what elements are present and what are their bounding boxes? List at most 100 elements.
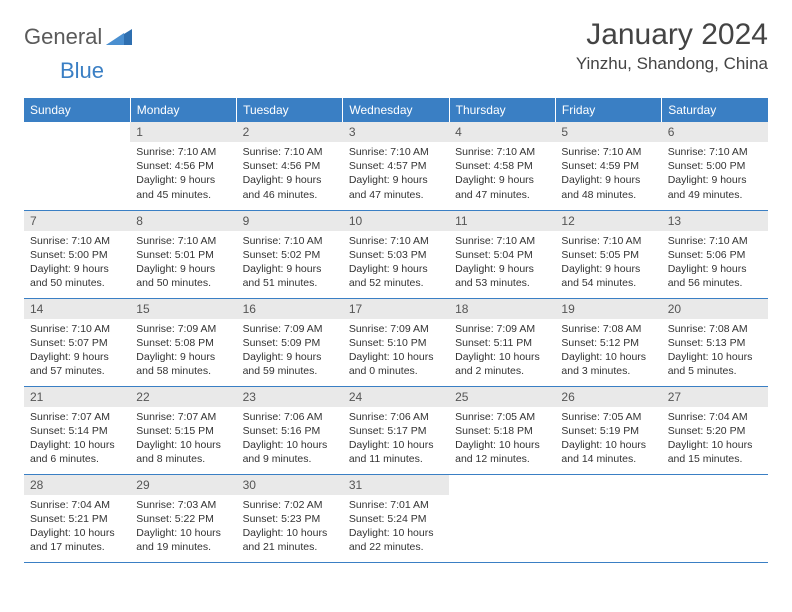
day-details: Sunrise: 7:10 AMSunset: 4:58 PMDaylight:… (449, 142, 555, 206)
calendar-day-cell: 17Sunrise: 7:09 AMSunset: 5:10 PMDayligh… (343, 298, 449, 386)
calendar-day-cell: 24Sunrise: 7:06 AMSunset: 5:17 PMDayligh… (343, 386, 449, 474)
day-number: 13 (662, 211, 768, 231)
calendar-day-cell: 19Sunrise: 7:08 AMSunset: 5:12 PMDayligh… (555, 298, 661, 386)
calendar-day-cell: 7Sunrise: 7:10 AMSunset: 5:00 PMDaylight… (24, 210, 130, 298)
calendar-week-row: 1Sunrise: 7:10 AMSunset: 4:56 PMDaylight… (24, 122, 768, 210)
day-number: 12 (555, 211, 661, 231)
day-details: Sunrise: 7:10 AMSunset: 4:57 PMDaylight:… (343, 142, 449, 206)
calendar-day-cell: 6Sunrise: 7:10 AMSunset: 5:00 PMDaylight… (662, 122, 768, 210)
calendar-day-cell: 28Sunrise: 7:04 AMSunset: 5:21 PMDayligh… (24, 474, 130, 562)
logo-text-general: General (24, 24, 102, 50)
day-details: Sunrise: 7:06 AMSunset: 5:16 PMDaylight:… (237, 407, 343, 471)
calendar-day-cell: 3Sunrise: 7:10 AMSunset: 4:57 PMDaylight… (343, 122, 449, 210)
day-details: Sunrise: 7:05 AMSunset: 5:18 PMDaylight:… (449, 407, 555, 471)
day-details: Sunrise: 7:10 AMSunset: 4:56 PMDaylight:… (237, 142, 343, 206)
day-details: Sunrise: 7:10 AMSunset: 5:06 PMDaylight:… (662, 231, 768, 295)
day-number: 19 (555, 299, 661, 319)
day-number: 21 (24, 387, 130, 407)
weekday-header: Thursday (449, 98, 555, 122)
day-details: Sunrise: 7:08 AMSunset: 5:12 PMDaylight:… (555, 319, 661, 383)
day-number: 20 (662, 299, 768, 319)
calendar-day-cell: 4Sunrise: 7:10 AMSunset: 4:58 PMDaylight… (449, 122, 555, 210)
day-details: Sunrise: 7:10 AMSunset: 5:00 PMDaylight:… (24, 231, 130, 295)
day-number: 7 (24, 211, 130, 231)
day-number: 30 (237, 475, 343, 495)
day-number: 16 (237, 299, 343, 319)
day-details: Sunrise: 7:10 AMSunset: 5:00 PMDaylight:… (662, 142, 768, 206)
calendar-day-cell: 26Sunrise: 7:05 AMSunset: 5:19 PMDayligh… (555, 386, 661, 474)
day-number: 11 (449, 211, 555, 231)
logo: General (24, 18, 134, 50)
calendar-day-cell: 8Sunrise: 7:10 AMSunset: 5:01 PMDaylight… (130, 210, 236, 298)
day-number: 28 (24, 475, 130, 495)
day-number: 22 (130, 387, 236, 407)
day-details: Sunrise: 7:09 AMSunset: 5:09 PMDaylight:… (237, 319, 343, 383)
calendar-day-cell: 12Sunrise: 7:10 AMSunset: 5:05 PMDayligh… (555, 210, 661, 298)
calendar-day-cell: 2Sunrise: 7:10 AMSunset: 4:56 PMDaylight… (237, 122, 343, 210)
weekday-header-row: SundayMondayTuesdayWednesdayThursdayFrid… (24, 98, 768, 122)
day-number: 5 (555, 122, 661, 142)
day-number: 27 (662, 387, 768, 407)
day-details: Sunrise: 7:03 AMSunset: 5:22 PMDaylight:… (130, 495, 236, 559)
calendar-week-row: 7Sunrise: 7:10 AMSunset: 5:00 PMDaylight… (24, 210, 768, 298)
calendar-day-cell: 23Sunrise: 7:06 AMSunset: 5:16 PMDayligh… (237, 386, 343, 474)
day-details: Sunrise: 7:05 AMSunset: 5:19 PMDaylight:… (555, 407, 661, 471)
calendar-week-row: 14Sunrise: 7:10 AMSunset: 5:07 PMDayligh… (24, 298, 768, 386)
calendar-day-cell: 30Sunrise: 7:02 AMSunset: 5:23 PMDayligh… (237, 474, 343, 562)
calendar-day-cell: 29Sunrise: 7:03 AMSunset: 5:22 PMDayligh… (130, 474, 236, 562)
calendar-day-cell (555, 474, 661, 562)
day-number: 24 (343, 387, 449, 407)
calendar-day-cell: 16Sunrise: 7:09 AMSunset: 5:09 PMDayligh… (237, 298, 343, 386)
day-number: 6 (662, 122, 768, 142)
calendar-day-cell: 20Sunrise: 7:08 AMSunset: 5:13 PMDayligh… (662, 298, 768, 386)
calendar-day-cell: 14Sunrise: 7:10 AMSunset: 5:07 PMDayligh… (24, 298, 130, 386)
day-number: 17 (343, 299, 449, 319)
day-details: Sunrise: 7:09 AMSunset: 5:11 PMDaylight:… (449, 319, 555, 383)
day-details: Sunrise: 7:02 AMSunset: 5:23 PMDaylight:… (237, 495, 343, 559)
day-number: 18 (449, 299, 555, 319)
day-number: 2 (237, 122, 343, 142)
calendar-day-cell: 22Sunrise: 7:07 AMSunset: 5:15 PMDayligh… (130, 386, 236, 474)
day-details: Sunrise: 7:04 AMSunset: 5:20 PMDaylight:… (662, 407, 768, 471)
page-title: January 2024 (576, 18, 768, 52)
calendar-day-cell: 1Sunrise: 7:10 AMSunset: 4:56 PMDaylight… (130, 122, 236, 210)
calendar-day-cell (449, 474, 555, 562)
day-details: Sunrise: 7:10 AMSunset: 4:56 PMDaylight:… (130, 142, 236, 206)
logo-triangle-icon (106, 25, 132, 50)
calendar-day-cell: 31Sunrise: 7:01 AMSunset: 5:24 PMDayligh… (343, 474, 449, 562)
day-details: Sunrise: 7:08 AMSunset: 5:13 PMDaylight:… (662, 319, 768, 383)
calendar-day-cell: 13Sunrise: 7:10 AMSunset: 5:06 PMDayligh… (662, 210, 768, 298)
weekday-header: Wednesday (343, 98, 449, 122)
day-number: 23 (237, 387, 343, 407)
day-details: Sunrise: 7:10 AMSunset: 5:01 PMDaylight:… (130, 231, 236, 295)
weekday-header: Saturday (662, 98, 768, 122)
day-details: Sunrise: 7:10 AMSunset: 5:02 PMDaylight:… (237, 231, 343, 295)
calendar-day-cell: 27Sunrise: 7:04 AMSunset: 5:20 PMDayligh… (662, 386, 768, 474)
day-number: 4 (449, 122, 555, 142)
day-details: Sunrise: 7:10 AMSunset: 5:04 PMDaylight:… (449, 231, 555, 295)
calendar-week-row: 21Sunrise: 7:07 AMSunset: 5:14 PMDayligh… (24, 386, 768, 474)
calendar-day-cell (662, 474, 768, 562)
day-details: Sunrise: 7:01 AMSunset: 5:24 PMDaylight:… (343, 495, 449, 559)
calendar-day-cell: 15Sunrise: 7:09 AMSunset: 5:08 PMDayligh… (130, 298, 236, 386)
day-number: 9 (237, 211, 343, 231)
day-details: Sunrise: 7:09 AMSunset: 5:10 PMDaylight:… (343, 319, 449, 383)
calendar-day-cell: 25Sunrise: 7:05 AMSunset: 5:18 PMDayligh… (449, 386, 555, 474)
calendar-day-cell: 21Sunrise: 7:07 AMSunset: 5:14 PMDayligh… (24, 386, 130, 474)
day-details: Sunrise: 7:07 AMSunset: 5:14 PMDaylight:… (24, 407, 130, 471)
day-number: 29 (130, 475, 236, 495)
calendar-day-cell: 18Sunrise: 7:09 AMSunset: 5:11 PMDayligh… (449, 298, 555, 386)
day-number: 25 (449, 387, 555, 407)
day-details: Sunrise: 7:10 AMSunset: 5:07 PMDaylight:… (24, 319, 130, 383)
weekday-header: Tuesday (237, 98, 343, 122)
calendar-day-cell (24, 122, 130, 210)
weekday-header: Monday (130, 98, 236, 122)
calendar-table: SundayMondayTuesdayWednesdayThursdayFrid… (24, 98, 768, 563)
day-details: Sunrise: 7:07 AMSunset: 5:15 PMDaylight:… (130, 407, 236, 471)
calendar-week-row: 28Sunrise: 7:04 AMSunset: 5:21 PMDayligh… (24, 474, 768, 562)
day-number: 1 (130, 122, 236, 142)
day-details: Sunrise: 7:10 AMSunset: 5:05 PMDaylight:… (555, 231, 661, 295)
day-details: Sunrise: 7:04 AMSunset: 5:21 PMDaylight:… (24, 495, 130, 559)
day-number: 10 (343, 211, 449, 231)
calendar-day-cell: 11Sunrise: 7:10 AMSunset: 5:04 PMDayligh… (449, 210, 555, 298)
